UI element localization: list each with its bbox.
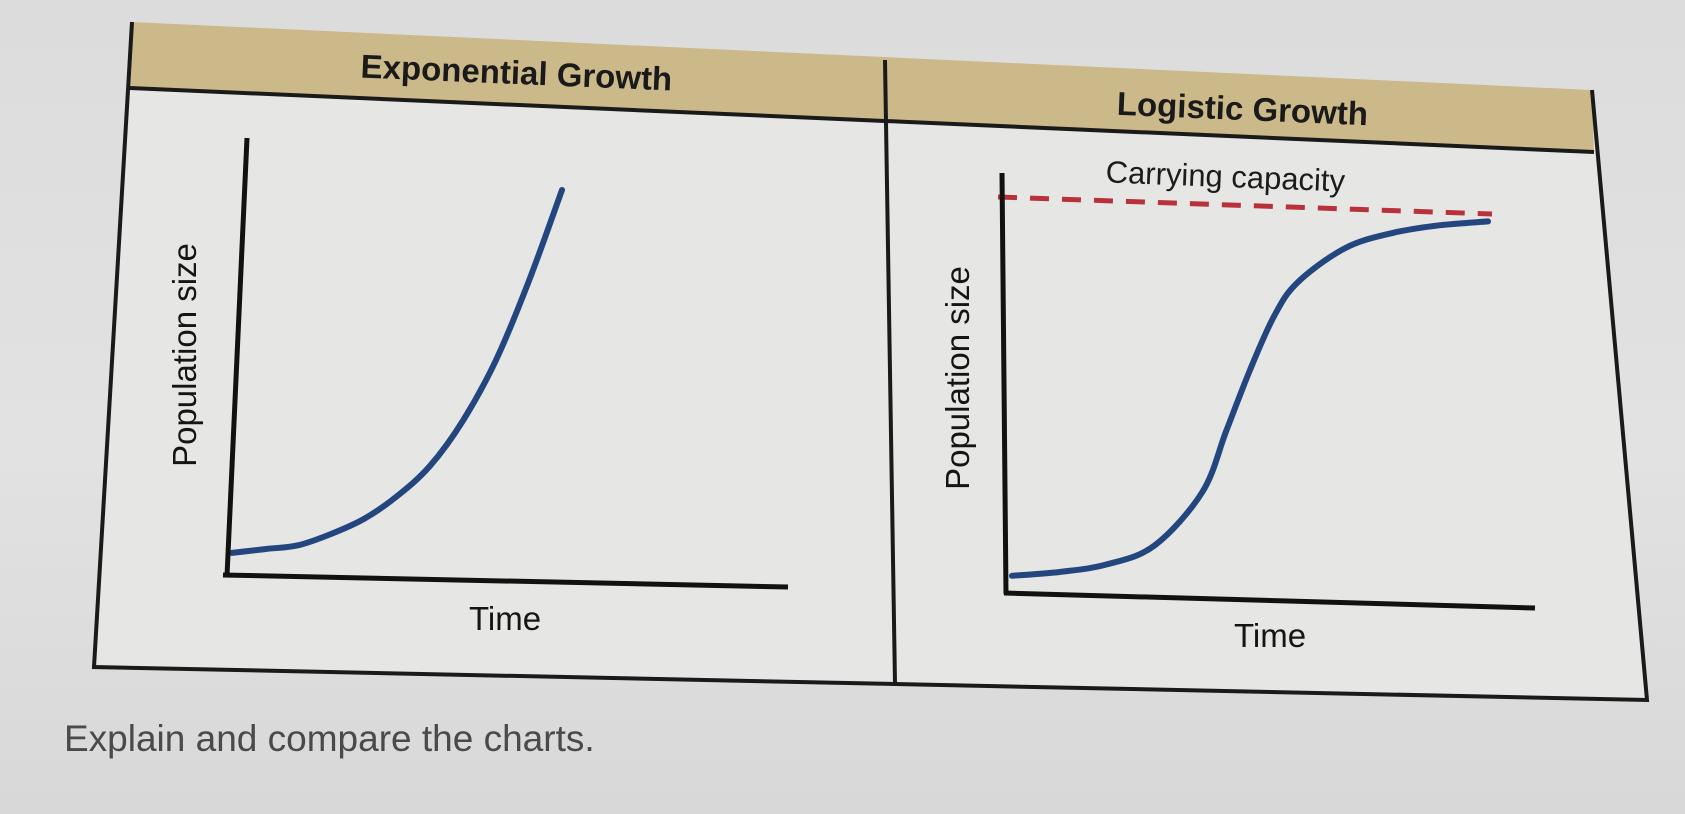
exponential-x-axis [222, 572, 789, 590]
exponential-chart: Time Population size [166, 137, 789, 637]
carrying-capacity-line [997, 194, 1493, 217]
header-divider [129, 86, 1595, 154]
exponential-y-label: Population size [166, 243, 203, 467]
question-prompt: Explain and compare the charts. [64, 718, 595, 759]
table-frame [91, 21, 1650, 703]
logistic-x-label: Time [1234, 617, 1306, 654]
logistic-x-axis [1003, 590, 1536, 611]
table-header-band [130, 22, 1594, 153]
exponential-y-axis [224, 137, 250, 577]
logistic-curve [1009, 218, 1491, 579]
column-divider [883, 59, 897, 685]
logistic-y-axis [999, 172, 1009, 595]
table-sheet [94, 22, 1647, 700]
exponential-curve [229, 187, 565, 556]
logistic-y-label: Population size [939, 266, 976, 490]
exponential-x-label: Time [469, 600, 541, 637]
